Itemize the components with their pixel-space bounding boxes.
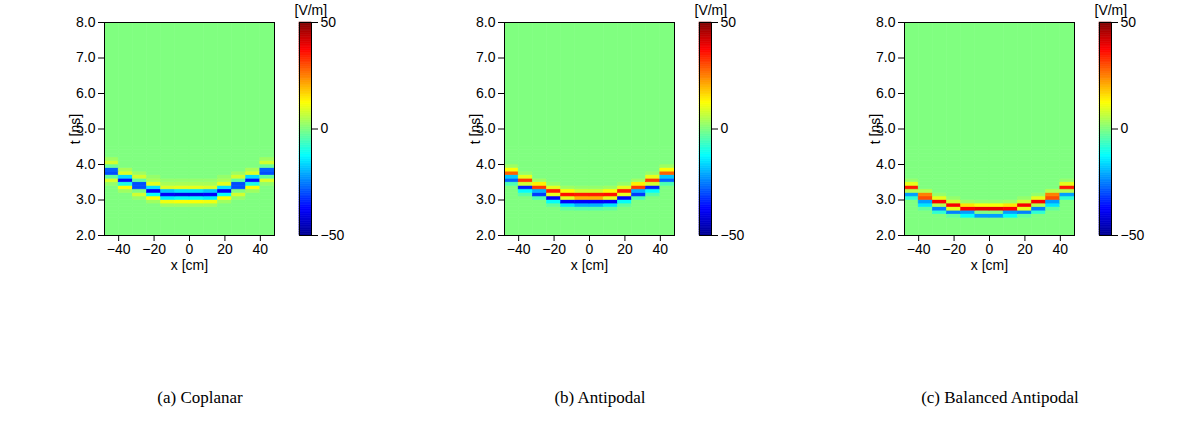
svg-text:0: 0 [320, 120, 328, 136]
html-text:(a) Coplanar: (a) Coplanar [157, 388, 243, 407]
svg-text:5.0: 5.0 [75, 120, 95, 137]
svg-text:20: 20 [617, 241, 633, 257]
svg-text:50: 50 [1120, 14, 1136, 30]
svg-text:7.0: 7.0 [876, 49, 896, 65]
svg-text:6.0: 6.0 [876, 85, 896, 101]
svg-text:8.0: 8.0 [876, 14, 896, 30]
svg-text:2.0: 2.0 [476, 227, 496, 243]
svg-text:8.0: 8.0 [76, 14, 96, 30]
svg-text:0: 0 [585, 241, 593, 257]
svg-text:40: 40 [652, 241, 668, 257]
svg-text:t [ns]: t [ns] [467, 114, 483, 144]
svg-text:20: 20 [217, 241, 233, 257]
svg-text:−50: −50 [1120, 227, 1144, 243]
svg-text:2.0: 2.0 [876, 227, 896, 243]
svg-text:7.0: 7.0 [76, 49, 96, 65]
svg-text:3.0: 3.0 [876, 191, 896, 207]
svg-text:6.0: 6.0 [476, 85, 496, 101]
html-text:[V/m]: [V/m] [1094, 2, 1128, 18]
svg-text:40: 40 [252, 241, 268, 257]
svg-text:3.0: 3.0 [476, 191, 496, 207]
svg-text:8.0: 8.0 [476, 14, 496, 30]
svg-text:0: 0 [985, 241, 993, 257]
svg-text:5.0: 5.0 [475, 120, 495, 137]
html-text:(b) Antipodal: (b) Antipodal [554, 388, 646, 407]
svg-text:4.0: 4.0 [76, 156, 96, 172]
svg-text:50: 50 [320, 14, 336, 30]
html-text:[V/m]: [V/m] [294, 2, 328, 18]
svg-text:−50: −50 [720, 227, 744, 243]
svg-text:7.0: 7.0 [476, 49, 496, 65]
svg-text:0: 0 [720, 120, 728, 136]
svg-text:x [cm]: x [cm] [170, 257, 207, 273]
svg-text:0: 0 [1120, 120, 1128, 136]
svg-text:20: 20 [1017, 241, 1033, 257]
svg-text:−40: −40 [106, 241, 130, 257]
svg-text:4.0: 4.0 [876, 156, 896, 172]
html-text:[V/m]: [V/m] [694, 2, 728, 18]
svg-text:50: 50 [720, 14, 736, 30]
svg-text:−20: −20 [142, 241, 166, 257]
svg-text:2.0: 2.0 [76, 227, 96, 243]
svg-text:40: 40 [1052, 241, 1068, 257]
svg-text:−50: −50 [320, 227, 344, 243]
svg-text:4.0: 4.0 [476, 156, 496, 172]
svg-text:t [ns]: t [ns] [67, 114, 83, 144]
svg-text:−40: −40 [506, 241, 530, 257]
svg-text:5.0: 5.0 [875, 120, 895, 137]
svg-text:t [ns]: t [ns] [867, 114, 883, 144]
svg-text:0: 0 [185, 241, 193, 257]
svg-text:−40: −40 [906, 241, 930, 257]
html-text:(c) Balanced Antipodal: (c) Balanced Antipodal [921, 388, 1079, 407]
svg-text:−20: −20 [542, 241, 566, 257]
svg-text:−20: −20 [942, 241, 966, 257]
svg-text:x [cm]: x [cm] [570, 257, 607, 273]
svg-text:3.0: 3.0 [76, 191, 96, 207]
svg-text:6.0: 6.0 [76, 85, 96, 101]
svg-text:x [cm]: x [cm] [970, 257, 1007, 273]
